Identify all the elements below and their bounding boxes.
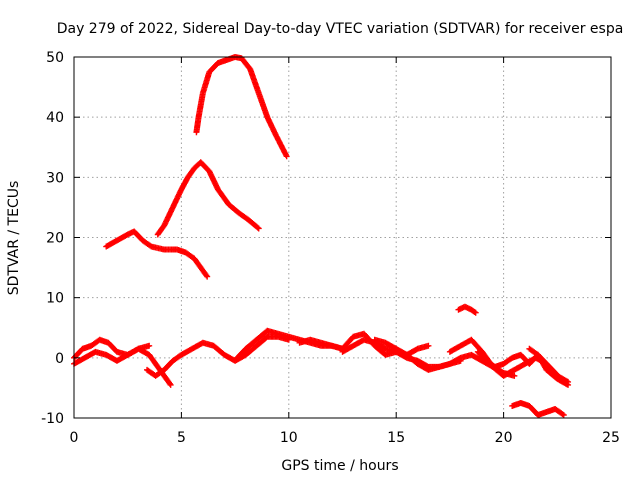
x-tick-label: 20: [495, 430, 513, 446]
y-tick-label: 40: [46, 110, 64, 126]
data-point: [471, 308, 478, 315]
y-tick-label: -10: [41, 411, 64, 427]
y-tick-label: 30: [46, 170, 64, 186]
series-arc-c: [144, 333, 292, 379]
x-tick-label: 0: [70, 430, 79, 446]
x-axis-label: GPS time / hours: [281, 458, 398, 474]
data-point: [559, 411, 566, 418]
y-tick-label: 20: [46, 231, 64, 247]
x-tick-label: 5: [177, 430, 186, 446]
series-arc-g: [371, 336, 518, 379]
data-point: [283, 153, 290, 160]
ticks: 0 5 10 15 20 25 -10 0 10 20 30 40 50: [41, 50, 620, 446]
y-axis-label: SDTVAR / TECUs: [6, 181, 22, 296]
x-tick-label: 25: [602, 430, 620, 446]
y-tick-label: 10: [46, 291, 64, 307]
x-tick-label: 10: [280, 430, 298, 446]
data-point: [565, 381, 572, 388]
chart-title: Day 279 of 2022, Sidereal Day-to-day VTE…: [57, 21, 624, 37]
data-point: [167, 381, 174, 388]
data-point: [203, 272, 210, 279]
grid: [74, 57, 611, 418]
data-point: [559, 377, 566, 384]
data-marks: [71, 54, 572, 418]
data-point: [472, 309, 479, 316]
data-point: [254, 224, 261, 231]
series-arc-b: [71, 345, 174, 388]
data-point: [166, 380, 173, 387]
y-tick-label: 0: [55, 351, 64, 367]
series-arc-j: [526, 345, 567, 385]
x-tick-label: 15: [387, 430, 405, 446]
series-arc-l: [509, 399, 567, 418]
series-arc-peak-50: [193, 54, 290, 160]
series-arc-peak-32: [154, 159, 262, 238]
data-point: [204, 273, 211, 280]
data-point: [146, 342, 153, 349]
series-arc-i: [474, 348, 572, 388]
series-arc-peak-21: [103, 228, 211, 280]
data-point: [560, 378, 567, 385]
data-point: [255, 225, 262, 232]
data-point: [511, 372, 518, 379]
data-point: [425, 342, 432, 349]
series-arc-k: [455, 303, 479, 316]
y-tick-label: 50: [46, 50, 64, 66]
series-arc-e: [296, 330, 432, 358]
data-point: [560, 411, 567, 418]
